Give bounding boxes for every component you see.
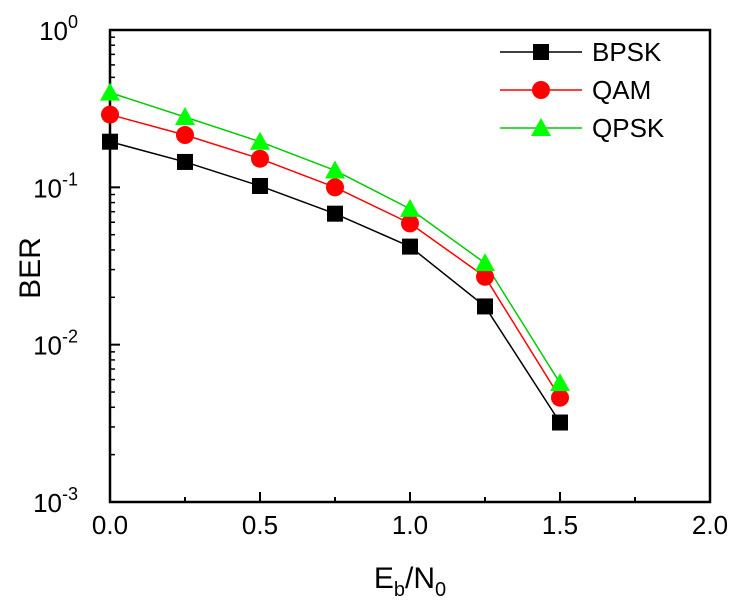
x-axis-title-sub1: b: [394, 579, 405, 601]
data-point-bpsk: [402, 238, 418, 255]
data-point-bpsk: [327, 205, 343, 222]
x-tick-label: 0.5: [242, 510, 278, 540]
data-point-bpsk: [477, 298, 493, 315]
legend-marker-qam: [532, 81, 550, 99]
data-point-qpsk: [250, 131, 270, 150]
legend-marker-qpsk: [531, 118, 551, 136]
series-lines: [109, 91, 561, 423]
x-tick-label: 1.5: [542, 510, 578, 540]
y-tick-label: 100: [39, 12, 78, 46]
y-tick-label: 10-1: [33, 169, 78, 203]
y-tick-base: 10: [33, 173, 62, 203]
data-point-qam: [176, 126, 194, 145]
data-point-qpsk: [550, 373, 570, 392]
x-axis-title: Eb/N0: [374, 562, 446, 601]
data-point-qam: [476, 267, 494, 286]
legend: BPSK QAM QPSK: [500, 37, 665, 143]
data-point-bpsk: [102, 133, 118, 150]
legend-label-qam: QAM: [592, 75, 651, 105]
y-tick-exp: 0: [68, 12, 78, 32]
x-tick-label: 0.0: [92, 510, 128, 540]
data-point-qam: [551, 388, 569, 407]
data-point-qam: [251, 149, 269, 168]
x-tick-label: 1.0: [392, 510, 428, 540]
y-tick-label: 10-2: [33, 327, 78, 361]
data-point-bpsk: [177, 153, 193, 170]
legend-marker-bpsk: [533, 44, 549, 60]
x-axis-title-main: E: [374, 562, 394, 595]
y-tick-base: 10: [33, 488, 62, 518]
data-point-qpsk: [475, 253, 495, 272]
data-point-qpsk: [400, 198, 420, 217]
x-axis-title-mid: /N: [405, 562, 435, 595]
y-tick-base: 10: [39, 16, 68, 46]
legend-label-bpsk: BPSK: [592, 37, 662, 67]
data-point-qpsk: [100, 82, 120, 101]
data-point-qam: [401, 214, 419, 233]
data-point-qpsk: [325, 160, 345, 179]
series-markers: [100, 82, 570, 431]
data-point-qpsk: [175, 106, 195, 125]
x-tick-label: 2.0: [692, 510, 728, 540]
y-tick-exp: -3: [62, 484, 78, 504]
data-point-bpsk: [552, 414, 568, 431]
y-tick-base: 10: [33, 331, 62, 361]
data-point-qam: [101, 105, 119, 124]
y-tick-exp: -2: [62, 327, 78, 347]
data-point-bpsk: [252, 177, 268, 194]
y-axis-title: BER: [14, 237, 47, 299]
y-tick-label: 10-3: [33, 484, 78, 518]
y-tick-exp: -1: [62, 169, 78, 189]
legend-label-qpsk: QPSK: [592, 113, 665, 143]
axis-ticks: [109, 29, 711, 503]
data-point-qam: [326, 178, 344, 197]
x-axis-title-sub2: 0: [435, 579, 446, 601]
